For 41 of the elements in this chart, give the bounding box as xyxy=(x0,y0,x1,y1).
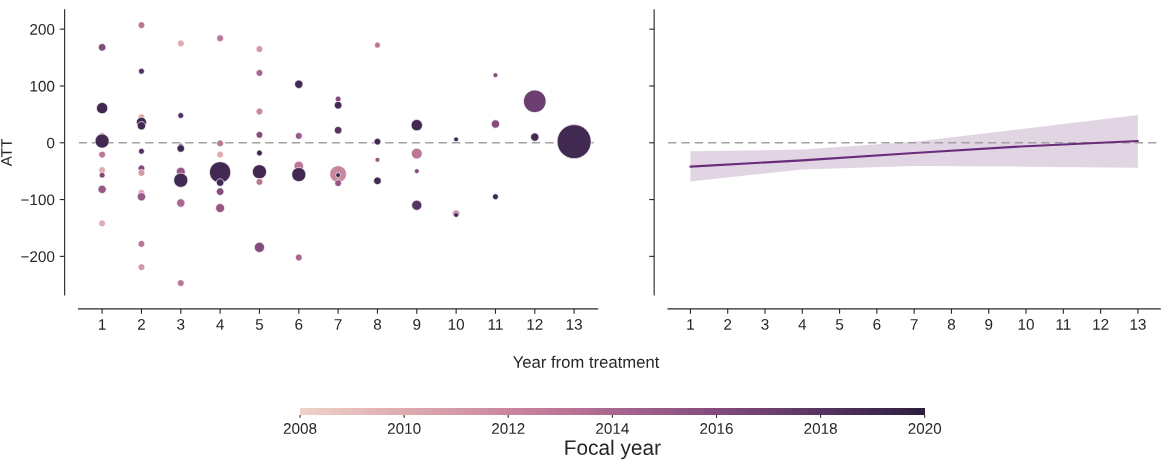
x-tick-label: 3 xyxy=(761,319,769,330)
x-tick-label: 5 xyxy=(835,319,844,330)
x-tick-label: 9 xyxy=(413,319,421,330)
x-tick-label: 1 xyxy=(99,319,106,330)
y-axis-title: ATT xyxy=(1,138,12,167)
x-tick-label: 8 xyxy=(947,319,956,330)
x-tick-label: 12 xyxy=(1093,319,1109,330)
x-tick-label: 11 xyxy=(488,319,503,330)
x-tick-label: 4 xyxy=(798,319,807,330)
color-bar-label: 2014 xyxy=(596,423,629,434)
x-tick-label: 10 xyxy=(1018,319,1034,330)
y-tick-label: 200 xyxy=(30,24,55,35)
x-tick-label: 13 xyxy=(1130,319,1146,330)
color-bar-label: 2012 xyxy=(492,423,525,434)
color-bar-label: 2010 xyxy=(387,423,421,434)
x-tick-label: 6 xyxy=(873,319,881,330)
x-tick-label: 7 xyxy=(910,319,918,330)
color-bar-label: 2020 xyxy=(908,423,942,434)
x-tick-label: 3 xyxy=(177,319,185,330)
x-tick-label: 8 xyxy=(373,319,382,330)
x-tick-label: 12 xyxy=(527,319,543,330)
x-tick-label: 13 xyxy=(566,319,582,330)
x-tick-label: 1 xyxy=(687,319,694,330)
x-tick-label: 2 xyxy=(137,319,145,330)
x-tick-label: 10 xyxy=(448,319,465,330)
x-tick-label: 9 xyxy=(985,319,993,330)
x-tick-label: 6 xyxy=(295,319,303,330)
y-tick-label: 100 xyxy=(30,80,55,92)
y-tick-label: −200 xyxy=(21,251,55,263)
y-tick-label: −100 xyxy=(21,194,55,206)
x-tick-label: 7 xyxy=(334,319,342,330)
color-bar-label: 2008 xyxy=(283,423,317,434)
x-tick-label: 4 xyxy=(216,319,224,330)
color-bar-label: 2018 xyxy=(804,423,837,434)
color-bar-title: Focal year xyxy=(565,439,661,460)
x-tick-label: 11 xyxy=(1056,319,1071,330)
y-tick-label: 0 xyxy=(47,137,55,149)
x-tick-label: 5 xyxy=(255,319,264,330)
color-bar-label: 2016 xyxy=(700,423,733,434)
x-axis-title: Year from treatment xyxy=(513,355,660,368)
x-tick-label: 2 xyxy=(724,319,732,330)
